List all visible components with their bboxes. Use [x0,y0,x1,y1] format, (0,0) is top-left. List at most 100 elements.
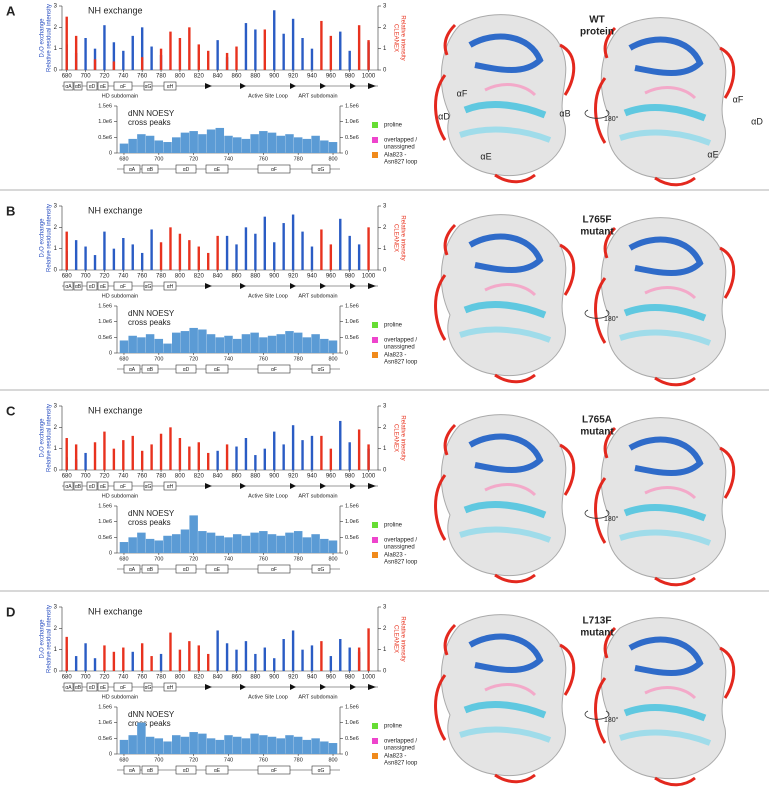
ss-strand [205,83,212,89]
panel-label: B [6,203,15,218]
y2-tick-label: 2 [383,225,387,231]
bar [197,645,200,671]
x-tick-label: 980 [345,274,356,280]
bar [311,738,320,754]
y2-tick-label: 3 [383,605,387,611]
y-tick-label: 1.0e6 [98,720,112,726]
ss-strand [205,684,212,690]
bar [122,440,125,470]
x-tick-label: 700 [154,556,163,562]
legend-label: overlapped / [384,538,417,544]
y2-tick-label: 3 [383,404,387,410]
ss-label: αF [271,367,277,373]
legend-swatch [372,352,378,358]
ss-helix [205,164,229,174]
bar [145,334,155,353]
bar [320,538,329,553]
x-tick-label: 720 [99,474,110,480]
x-tick-label: 700 [154,356,163,362]
ss-strand [368,483,376,489]
legend-label: Ala823 - [384,153,406,159]
ss-strand [368,83,376,89]
bar [235,244,238,270]
bar [131,244,134,270]
ss-helix [97,81,109,91]
protein-structure [596,218,734,385]
ss-label: αA [129,167,136,173]
ss-label: αG [318,167,325,173]
bar [65,636,68,671]
bar [207,252,210,270]
x-tick-label: 820 [194,474,205,480]
y2-tick-label: 0.5e6 [345,135,359,141]
bar [224,135,233,153]
ss-helix [205,564,229,574]
protein-structure [436,415,574,582]
chart-title: dNN NOESY [128,309,175,318]
helix-label: αB [559,108,570,118]
bar [267,335,277,353]
y-axis-label: D₂O exchange [40,18,46,58]
y-tick-label: 2 [54,225,58,231]
bar [293,736,303,754]
legend-label: Ala823 - [384,553,406,559]
y2-tick-label: 1.0e6 [345,119,359,125]
bar [215,127,225,153]
x-tick-label: 700 [81,74,92,80]
y-tick-label: 1.0e6 [98,319,112,325]
protein-structure [596,618,734,785]
y-tick-label: 0 [109,751,112,757]
bar [282,33,285,70]
x-tick-label: 720 [99,675,110,681]
ss-strand [240,483,246,489]
bar [267,736,277,754]
y-axis-label: D₂O exchange [40,418,46,458]
helix-label: αE [480,151,491,161]
ss-strand [205,483,212,489]
x-tick-label: 720 [189,356,198,362]
bar [215,337,225,353]
ss-label: αA [65,685,72,691]
x-tick-label: 840 [213,74,224,80]
chart-title: cross peaks [128,318,171,327]
bar [171,137,181,153]
ss-label: αG [318,768,325,774]
ss-helix [86,682,98,692]
y2-tick-label: 2 [383,25,387,31]
bar [232,534,242,553]
x-tick-label: 680 [119,356,128,362]
x-tick-label: 720 [189,156,198,162]
ss-helix [205,765,229,775]
ss-helix [143,81,153,91]
legend-label: Ala823 - [384,754,406,760]
bar [254,29,257,70]
bar [197,442,200,470]
legend-label: proline [384,523,403,529]
bar [329,244,333,270]
ss-label: αE [100,484,107,490]
ss-helix [113,281,133,291]
y-tick-label: 0 [54,68,58,74]
ss-helix [123,564,141,574]
ss-helix [205,364,229,374]
bar [367,40,370,70]
ss-label: αA [65,484,72,490]
bar [291,214,295,270]
helix-label: αF [733,94,744,104]
bar [154,738,164,754]
bar [207,452,210,470]
x-tick-label: 800 [328,356,337,362]
legend-label: overlapped / [384,739,417,745]
x-tick-label: 880 [250,274,261,280]
bar [232,736,242,754]
x-tick-label: 760 [259,156,268,162]
bar [180,132,190,153]
x-tick-label: 900 [269,675,280,681]
bar [163,741,172,754]
protein-structure [436,615,574,782]
rotation-label: 180° [604,515,619,523]
bar [225,235,229,270]
bar [310,435,314,470]
bar [232,338,242,353]
bar [320,20,323,70]
